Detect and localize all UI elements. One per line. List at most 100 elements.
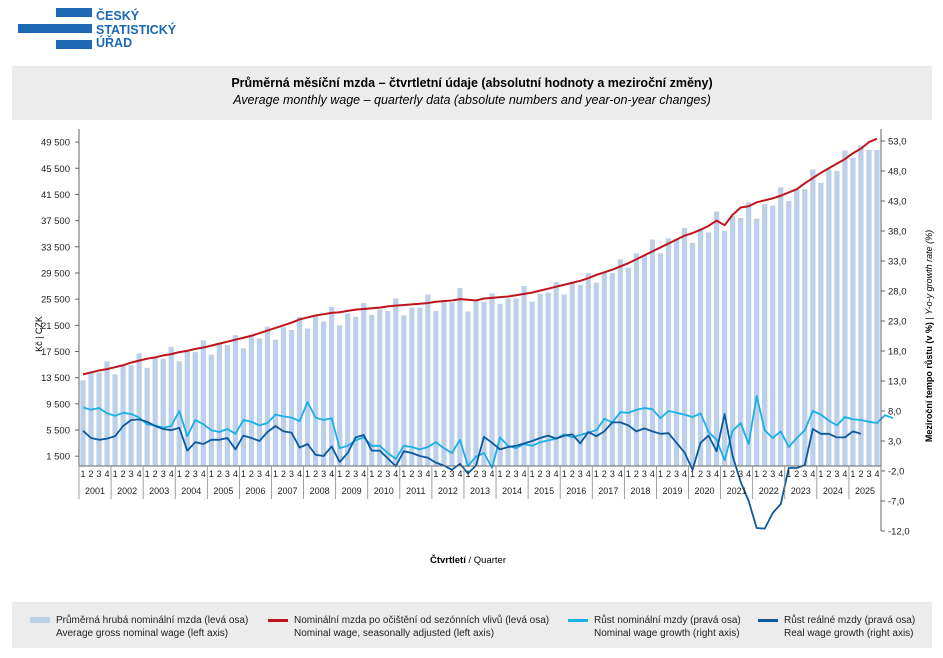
bar-gross-wage: [409, 307, 415, 466]
bar-series: [80, 145, 880, 467]
bar-gross-wage: [361, 303, 367, 466]
bar-gross-wage: [457, 288, 463, 466]
quarter-tick-label: 2: [185, 469, 190, 479]
chart-title-en: Average monthly wage – quarterly data (a…: [233, 93, 711, 107]
bar-gross-wage: [272, 339, 279, 466]
quarter-tick-label: 3: [353, 469, 358, 479]
quarter-tick-label: 4: [650, 469, 655, 479]
bar-gross-wage: [264, 326, 271, 466]
bar-gross-wage: [842, 150, 848, 466]
quarter-tick-label: 1: [241, 469, 246, 479]
logo-line-1: ČESKÝ: [96, 9, 140, 23]
quarter-tick-label: 2: [602, 469, 607, 479]
quarter-tick-label: 2: [441, 469, 446, 479]
quarter-tick-label: 2: [730, 469, 735, 479]
bar-gross-wage: [320, 321, 327, 466]
quarter-tick-label: 2: [249, 469, 254, 479]
bar-gross-wage: [713, 211, 720, 466]
quarter-tick-label: 1: [113, 469, 118, 479]
bar-gross-wage: [866, 149, 872, 466]
left-axis-tick-label: 45 500: [41, 164, 70, 175]
bar-gross-wage: [673, 238, 680, 466]
quarter-tick-label: 4: [490, 469, 495, 479]
x-axis-label-en: Quarter: [474, 555, 506, 566]
right-axis-tick-label: 28,0: [888, 287, 907, 298]
right-axis-tick-label: -7,0: [888, 497, 904, 508]
bar-gross-wage: [593, 282, 599, 466]
quarter-tick-label: 2: [570, 469, 575, 479]
bar-gross-wage: [537, 293, 543, 466]
right-axis-tick-label: 33,0: [888, 257, 907, 268]
bar-gross-wage: [369, 314, 375, 466]
year-tick-label: 2014: [502, 486, 522, 496]
bar-gross-wage: [312, 315, 319, 466]
quarter-tick-label: 2: [506, 469, 511, 479]
right-axis-tick-label: 13,0: [888, 377, 907, 388]
right-axis-label-sep: |: [924, 315, 934, 322]
bar-gross-wage: [794, 189, 800, 467]
quarter-tick-label: 3: [674, 469, 679, 479]
bar-gross-wage: [553, 282, 559, 466]
year-tick-label: 2005: [213, 486, 233, 496]
right-axis-tick-label: 48,0: [888, 167, 907, 178]
bar-gross-wage: [818, 182, 824, 466]
bar-gross-wage: [689, 242, 696, 466]
bar-gross-wage: [545, 292, 551, 466]
quarter-tick-label: 2: [345, 469, 350, 479]
bar-gross-wage: [569, 283, 575, 466]
quarter-tick-label: 3: [514, 469, 519, 479]
legend-label-cz: Průměrná hrubá nominální mzda (levá osa): [56, 615, 249, 626]
bar-gross-wage: [729, 216, 736, 466]
bar-gross-wage: [425, 294, 431, 466]
bar-gross-wage: [826, 169, 832, 466]
quarter-tick-label: 2: [281, 469, 286, 479]
quarter-tick-label: 2: [409, 469, 414, 479]
year-tick-label: 2011: [406, 486, 425, 496]
quarter-tick-label: 2: [217, 469, 222, 479]
quarter-tick-label: 4: [554, 469, 559, 479]
quarter-tick-label: 2: [666, 469, 671, 479]
quarter-tick-label: 2: [121, 469, 126, 479]
year-tick-label: 2017: [598, 486, 618, 496]
bar-gross-wage: [786, 200, 792, 467]
bar-gross-wage: [296, 316, 303, 466]
year-tick-label: 2002: [117, 486, 137, 496]
bar-gross-wage: [585, 272, 591, 466]
year-tick-label: 2003: [149, 486, 169, 496]
line-series: [82, 137, 894, 530]
bar-gross-wage: [681, 227, 688, 466]
line-nominal-growth: [82, 395, 894, 469]
quarter-tick-label: 1: [369, 469, 374, 479]
quarter-tick-label: 4: [297, 469, 302, 479]
bar-gross-wage: [778, 187, 784, 467]
legend-swatch-gross-wage: [30, 617, 50, 623]
bar-gross-wage: [505, 298, 511, 466]
bar-gross-wage: [192, 352, 198, 466]
bar-gross-wage: [401, 315, 407, 466]
bar-gross-wage: [136, 353, 142, 466]
left-axis-tick-label: 33 500: [41, 242, 70, 253]
legend-swatch-nominal-growth: [568, 619, 588, 622]
quarter-tick-label: 4: [874, 469, 879, 479]
quarter-tick-label: 4: [329, 469, 334, 479]
quarter-tick-label: 3: [321, 469, 326, 479]
line-seasonally-adjusted: [82, 137, 878, 376]
year-tick-label: 2015: [534, 486, 554, 496]
quarter-tick-label: 2: [153, 469, 158, 479]
bar-gross-wage: [738, 217, 744, 466]
quarter-tick-label: 1: [433, 469, 438, 479]
year-tick-label: 2025: [855, 486, 875, 496]
quarter-tick-label: 4: [842, 469, 847, 479]
quarter-tick-label: 3: [738, 469, 743, 479]
title-band: Průměrná měsíční mzda – čtvrtletní údaje…: [12, 66, 932, 120]
year-tick-label: 2004: [181, 486, 201, 496]
quarter-tick-label: 1: [81, 469, 86, 479]
left-axis-tick-label: 29 500: [41, 268, 70, 279]
year-tick-label: 2018: [630, 486, 650, 496]
bar-gross-wage: [441, 302, 447, 466]
bar-gross-wage: [649, 239, 656, 466]
legend-label-en: Average gross nominal wage (left axis): [56, 628, 229, 639]
quarter-tick-label: 1: [401, 469, 406, 479]
right-axis-tick-label: 53,0: [888, 137, 907, 148]
